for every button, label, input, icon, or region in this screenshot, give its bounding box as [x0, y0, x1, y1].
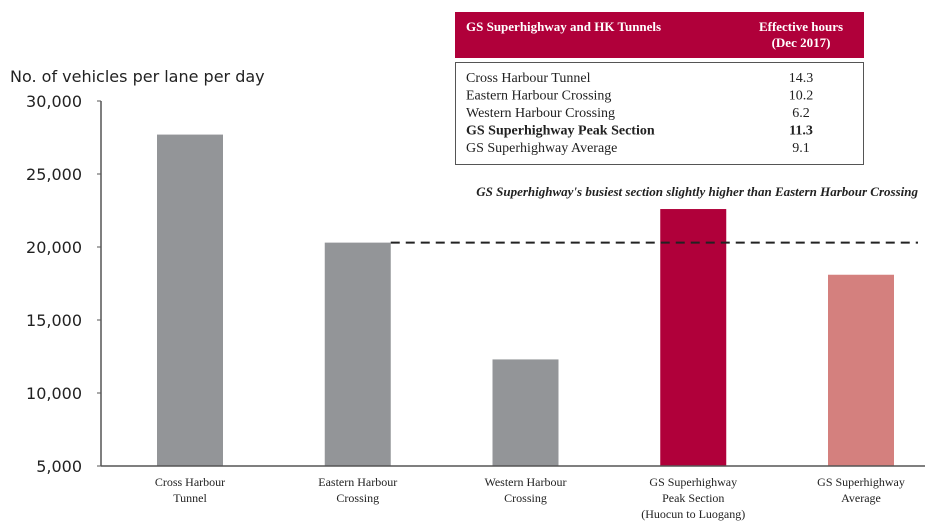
x-tick-label: Western Harbour Crossing — [484, 475, 566, 505]
y-tick-label: 15,000 — [26, 311, 82, 330]
table-cell: 6.2 — [792, 106, 810, 121]
table-cell: Western Harbour Crossing — [466, 106, 615, 121]
bar — [828, 274, 894, 466]
bar — [324, 242, 391, 466]
bar — [660, 209, 727, 467]
table-header-cell: Effective hours (Dec 2017) — [759, 19, 843, 50]
x-tick-label: GS Superhighway Peak Section (Huocun to Lu… — [641, 475, 745, 521]
table-cell: 10.2 — [789, 89, 814, 104]
x-tick-label: GS Superhighway Average — [817, 475, 905, 505]
table-cell: Eastern Harbour Crossing — [466, 89, 611, 104]
x-tick-label: Eastern Harbour Crossing — [318, 475, 397, 505]
y-tick-label: 10,000 — [26, 384, 82, 403]
table-cell: 9.1 — [792, 141, 810, 156]
y-tick-label: 30,000 — [26, 92, 82, 111]
table-body — [455, 62, 864, 165]
y-tick-label: 5,000 — [36, 457, 82, 476]
table-cell: GS Superhighway Peak Section — [466, 124, 655, 139]
x-tick-label: Cross Harbour Tunnel — [155, 475, 225, 505]
table-header-cell: GS Superhighway and HK Tunnels — [466, 19, 661, 34]
annotation: GS Superhighway's busiest section slight… — [476, 184, 918, 199]
table-cell: 14.3 — [789, 71, 814, 86]
table-cell: GS Superhighway Average — [466, 141, 617, 156]
y-tick-label: 25,000 — [26, 165, 82, 184]
table-cell: Cross Harbour Tunnel — [466, 71, 591, 86]
bar — [157, 134, 223, 466]
table-header — [455, 12, 864, 58]
y-axis-label: No. of vehicles per lane per day — [10, 67, 265, 86]
bar — [492, 359, 559, 466]
y-tick-label: 20,000 — [26, 238, 82, 257]
table-cell: 11.3 — [789, 124, 813, 139]
